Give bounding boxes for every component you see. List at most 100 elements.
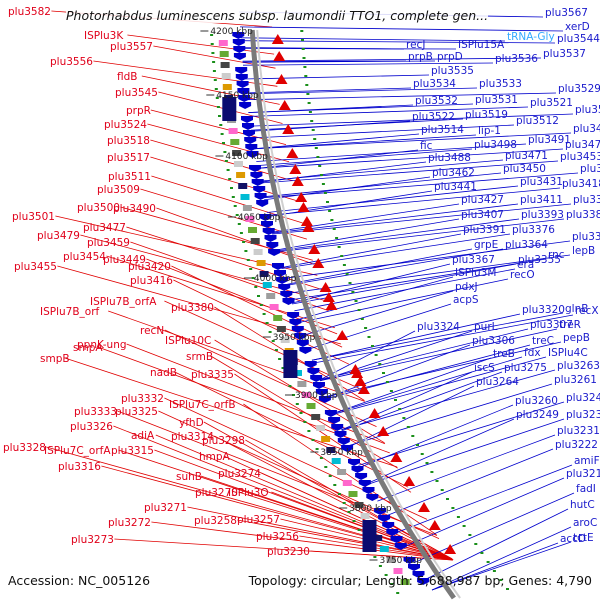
cds-dot	[440, 489, 444, 491]
left-gene-label: fldB	[117, 71, 137, 83]
right-connector	[242, 60, 436, 63]
right-gene-label: plu3513	[575, 104, 600, 116]
right-gene-label: accD	[560, 533, 586, 545]
cds-dot	[321, 183, 325, 185]
cds-dot	[215, 97, 219, 99]
cds-dot	[389, 390, 393, 392]
left-gene-label: plu3273	[71, 534, 114, 546]
cds-dot	[313, 138, 317, 140]
right-connector	[272, 203, 572, 235]
forward-gene-arrow	[328, 417, 341, 424]
misc-feature-block	[232, 150, 242, 156]
forward-gene-arrow	[331, 424, 344, 431]
cds-dot	[315, 448, 319, 450]
cds-dot	[486, 561, 490, 563]
right-gene-label: amiF	[574, 455, 600, 467]
map-title: Photorhabdus luminescens subsp. laumondi…	[66, 8, 489, 23]
cds-dot	[347, 511, 351, 513]
right-connector	[257, 148, 564, 169]
cds-dot	[235, 214, 239, 216]
right-gene-label: plu3376	[512, 224, 555, 236]
misc-feature-block	[283, 350, 298, 378]
cds-dot	[254, 286, 258, 288]
right-gene-label: plu3522	[412, 111, 455, 123]
cds-dot	[310, 120, 314, 122]
right-connector	[431, 526, 572, 591]
right-connector	[242, 62, 494, 66]
left-gene-label: plu3272	[108, 517, 151, 529]
right-gene-label: plu3381	[566, 209, 600, 221]
cds-dot	[480, 552, 484, 554]
left-gene-label: plu3557	[110, 41, 153, 53]
left-gene-label: plu3545	[115, 87, 158, 99]
right-gene-label: plu3393	[521, 209, 564, 221]
left-gene-label: plu3328	[3, 442, 46, 454]
left-gene-label: plu3500	[77, 202, 120, 214]
cds-dot	[262, 313, 266, 315]
cds-dot	[462, 525, 466, 527]
reverse-gene-arrow	[354, 376, 367, 386]
right-connector	[241, 48, 457, 50]
right-gene-label: aroC	[573, 517, 597, 529]
left-connector	[140, 188, 308, 240]
forward-gene-arrow	[310, 375, 323, 382]
right-connector	[284, 240, 571, 279]
left-gene-label: ISPlu3K	[84, 30, 124, 42]
forward-gene-arrow	[232, 32, 245, 39]
right-gene-label: plu3512	[516, 115, 559, 127]
left-gene-label: plu3258	[194, 515, 237, 527]
kbp-label: 4050 kbp	[238, 213, 281, 223]
reverse-gene-arrow	[278, 100, 291, 110]
cds-dot	[371, 345, 374, 347]
right-connector	[349, 385, 475, 448]
left-gene-label: plu3490	[113, 203, 156, 215]
right-connector	[240, 37, 506, 42]
left-gene-label: ppnK-ung	[77, 339, 127, 351]
forward-gene-arrow	[237, 88, 250, 95]
left-gene-label: plu3509	[97, 184, 140, 196]
left-connector	[126, 226, 322, 290]
cds-dot	[430, 471, 434, 473]
left-gene-label: plu3459	[87, 237, 130, 249]
cds-dot	[301, 48, 305, 50]
right-connector	[334, 356, 547, 415]
cds-dot	[492, 570, 496, 572]
right-connector	[253, 132, 572, 150]
left-gene-label: plu3316	[58, 461, 101, 473]
cds-dot	[242, 241, 246, 243]
right-gene-label: plu3306	[472, 335, 515, 347]
misc-feature-block	[316, 425, 326, 431]
right-connector	[333, 357, 492, 414]
right-gene-label: treC	[532, 335, 554, 347]
misc-features	[218, 40, 410, 585]
misc-feature-block	[297, 381, 307, 387]
right-connector	[424, 508, 569, 580]
cds-dot	[216, 106, 220, 108]
right-gene-label: acpS	[453, 294, 479, 306]
cds-dot	[299, 412, 303, 414]
misc-feature-block	[262, 282, 272, 288]
left-gene-label: plu3449	[103, 254, 146, 266]
misc-feature-block	[301, 392, 311, 398]
cds-dot	[210, 34, 214, 36]
forward-gene-arrow	[243, 130, 255, 137]
misc-feature-block	[360, 513, 370, 519]
right-gene-label: plu3427	[461, 194, 504, 206]
right-gene-label: recJ	[406, 39, 425, 51]
cds-dot	[406, 426, 410, 428]
right-connector	[256, 148, 473, 166]
forward-gene-arrow	[366, 494, 379, 501]
misc-feature-block	[400, 579, 410, 585]
left-connector	[210, 355, 398, 469]
right-gene-label: plu3491	[528, 134, 571, 146]
cds-dot	[228, 178, 232, 180]
forward-gene-arrow	[272, 263, 284, 270]
right-gene-label: plu3320	[522, 304, 565, 316]
misc-feature-block	[326, 447, 336, 453]
left-gene-label: suhB	[176, 471, 202, 483]
right-connector	[333, 356, 523, 414]
right-gene-label: plu3532	[415, 95, 458, 107]
right-gene-label: xerD	[565, 21, 590, 33]
right-connector	[368, 418, 565, 485]
reverse-gene-arrow	[368, 408, 381, 418]
